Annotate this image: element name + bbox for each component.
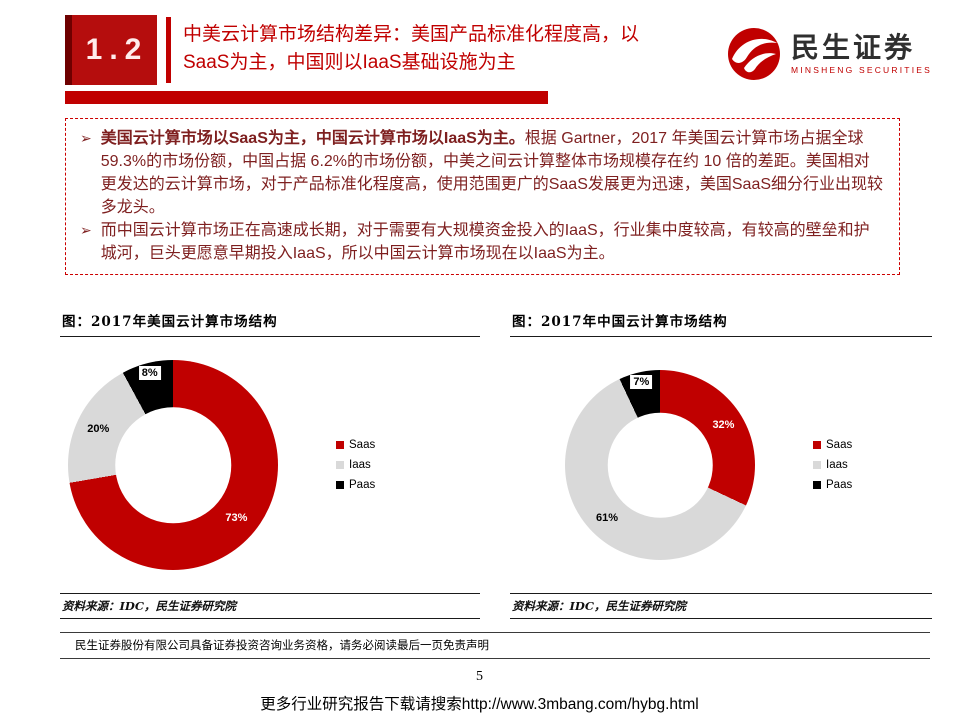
bullet-arrow-icon: ➢	[80, 130, 92, 146]
legend-swatch-icon	[813, 441, 821, 449]
legend-label: Paas	[349, 479, 376, 491]
legend-swatch-icon	[813, 461, 821, 469]
china-market-donut-chart: 32% 61% 7%	[565, 370, 755, 560]
legend-item-iaas: Iaas	[336, 459, 375, 471]
logo-subtitle: MINSHENG SECURITIES	[791, 65, 932, 75]
header-divider	[166, 17, 171, 83]
legend-label: Saas	[349, 439, 376, 451]
bullet-body: 根据 Gartner，2017 年美国云计算市场占据全球 59.3%的市场份额，…	[100, 130, 884, 216]
slice-label-paas: 8%	[138, 366, 161, 381]
slice-label-iaas: 20%	[87, 422, 110, 435]
section-number: 1.2	[85, 33, 149, 66]
chart-area: 32% 61% 7% Saas Iaas Paas	[510, 337, 932, 593]
donut-hole	[607, 412, 713, 518]
slice-label-paas: 7%	[630, 374, 653, 389]
page-title: 中美云计算市场结构差异：美国产品标准化程度高，以 SaaS为主，中国则以IaaS…	[183, 15, 715, 85]
us-chart-section: 图：2017年美国云计算市场结构 73% 20% 8% Saas Iaas Paas 资…	[60, 307, 480, 619]
legend-item-iaas: Iaas	[813, 459, 852, 471]
legend-swatch-icon	[336, 481, 344, 489]
disclaimer-text: 民生证券股份有限公司具备证券投资咨询业务资格，请务必阅读最后一页免责声明	[75, 638, 489, 652]
legend-item-saas: Saas	[813, 439, 852, 451]
legend-swatch-icon	[336, 441, 344, 449]
page-title-line1: 中美云计算市场结构差异：美国产品标准化程度高，以	[183, 24, 640, 45]
chart-source: 资料来源：IDC，民生证券研究院	[510, 593, 932, 619]
bullet-lead-bold: 美国云计算市场以SaaS为主，中国云计算市场以IaaS为主。	[100, 130, 525, 147]
bullet-arrow-icon: ➢	[80, 222, 92, 238]
logo-name: 民生证券	[791, 32, 916, 63]
summary-box: ➢ 美国云计算市场以SaaS为主，中国云计算市场以IaaS为主。根据 Gartn…	[65, 118, 900, 275]
slice-label-saas: 32%	[712, 418, 735, 431]
chart-area: 73% 20% 8% Saas Iaas Paas	[60, 337, 480, 593]
header-accent-bar	[65, 91, 548, 104]
legend-label: Iaas	[826, 459, 848, 471]
legend-item-paas: Paas	[336, 479, 375, 491]
bullet-text: 美国云计算市场以SaaS为主，中国云计算市场以IaaS为主。根据 Gartner…	[101, 127, 885, 219]
legend-item-paas: Paas	[813, 479, 852, 491]
page-number: 5	[476, 669, 483, 684]
disclaimer-band: 民生证券股份有限公司具备证券投资咨询业务资格，请务必阅读最后一页免责声明	[60, 632, 930, 659]
slice-label-iaas: 61%	[595, 512, 618, 524]
chart-source: 资料来源：IDC，民生证券研究院	[60, 593, 480, 619]
logo-text: 民生证券 MINSHENG SECURITIES	[791, 32, 932, 76]
chart-legend: Saas Iaas Paas	[336, 431, 375, 499]
bullet-text: 而中国云计算市场正在高速成长期，对于需要有大规模资金投入的IaaS，行业集中度较…	[101, 219, 885, 265]
legend-label: Paas	[826, 479, 853, 491]
chart-legend: Saas Iaas Paas	[813, 431, 852, 499]
download-note: 更多行业研究报告下载请搜索http://www.3mbang.com/hybg.…	[260, 696, 699, 713]
china-chart-section: 图：2017年中国云计算市场结构 32% 61% 7% Saas Iaas Paas 资…	[510, 307, 932, 619]
header: 1.2 中美云计算市场结构差异：美国产品标准化程度高，以 SaaS为主，中国则以…	[65, 15, 932, 85]
minsheng-logo: 民生证券 MINSHENG SECURITIES	[727, 15, 932, 85]
slice-label-saas: 73%	[225, 512, 248, 525]
legend-item-saas: Saas	[336, 439, 375, 451]
page-title-line2: SaaS为主，中国则以IaaS基础设施为主	[183, 52, 516, 73]
section-number-badge: 1.2	[65, 15, 157, 85]
chart-title: 图：2017年中国云计算市场结构	[510, 307, 932, 337]
us-market-donut-chart: 73% 20% 8%	[68, 360, 278, 570]
minsheng-emblem-icon	[727, 27, 781, 81]
legend-label: Iaas	[349, 459, 371, 471]
bullet-item: ➢ 而中国云计算市场正在高速成长期，对于需要有大规模资金投入的IaaS，行业集中…	[80, 219, 885, 265]
chart-title: 图：2017年美国云计算市场结构	[60, 307, 480, 337]
legend-label: Saas	[826, 439, 853, 451]
donut-hole	[115, 407, 231, 523]
legend-swatch-icon	[813, 481, 821, 489]
legend-swatch-icon	[336, 461, 344, 469]
bullet-body: 而中国云计算市场正在高速成长期，对于需要有大规模资金投入的IaaS，行业集中度较…	[100, 222, 870, 262]
charts-row: 图：2017年美国云计算市场结构 73% 20% 8% Saas Iaas Paas 资…	[60, 307, 932, 619]
bullet-item: ➢ 美国云计算市场以SaaS为主，中国云计算市场以IaaS为主。根据 Gartn…	[80, 127, 885, 219]
